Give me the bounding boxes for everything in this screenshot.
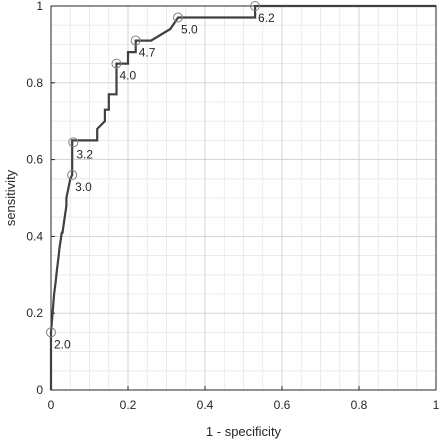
y-axis-title: sensitivity bbox=[3, 169, 18, 226]
plot-frame bbox=[50, 5, 437, 391]
threshold-marker bbox=[111, 58, 122, 69]
y-tick-label: 0.2 bbox=[26, 306, 43, 320]
threshold-label: 3.2 bbox=[76, 147, 93, 161]
threshold-marker bbox=[67, 169, 78, 180]
x-tick-label: 0 bbox=[48, 398, 55, 412]
y-tick-label: 0.6 bbox=[26, 153, 43, 167]
threshold-labels: 2.0 3.0 3.2 4.04.7 5.0 6.2 bbox=[54, 11, 275, 351]
threshold-label: 5.0 bbox=[181, 23, 198, 37]
x-tick-label: 1 bbox=[433, 398, 440, 412]
roc-curve-layer bbox=[49, 4, 436, 390]
x-tick-label: 0.4 bbox=[197, 398, 214, 412]
x-tick-label: 0.8 bbox=[351, 398, 368, 412]
y-tick-label: 0.4 bbox=[26, 229, 43, 243]
threshold-marker bbox=[130, 35, 141, 46]
threshold-label: 4.0 bbox=[119, 69, 136, 83]
minor-grid bbox=[51, 6, 436, 390]
y-tick-label: 0 bbox=[36, 383, 43, 397]
threshold-label: 6.2 bbox=[258, 11, 275, 25]
threshold-marker bbox=[250, 1, 261, 11]
x-tick-label: 0.6 bbox=[274, 398, 291, 412]
y-tick-label: 0.8 bbox=[26, 76, 43, 90]
x-axis-title: 1 - specificity bbox=[206, 424, 282, 439]
threshold-label: 2.0 bbox=[54, 337, 71, 351]
y-tick-labels: 0 0.2 0.4 0.6 0.8 1 bbox=[26, 0, 43, 397]
y-tick-label: 1 bbox=[36, 0, 43, 13]
threshold-marker bbox=[173, 12, 184, 23]
threshold-label: 4.7 bbox=[139, 46, 156, 60]
x-tick-labels: 0 0.2 0.4 0.6 0.8 1 bbox=[48, 398, 440, 412]
threshold-label: 3.0 bbox=[75, 180, 92, 194]
x-tick-label: 0.2 bbox=[120, 398, 137, 412]
roc-curve-line bbox=[49, 4, 436, 390]
threshold-marker bbox=[46, 327, 56, 338]
threshold-markers bbox=[46, 1, 261, 338]
threshold-marker bbox=[68, 137, 79, 148]
